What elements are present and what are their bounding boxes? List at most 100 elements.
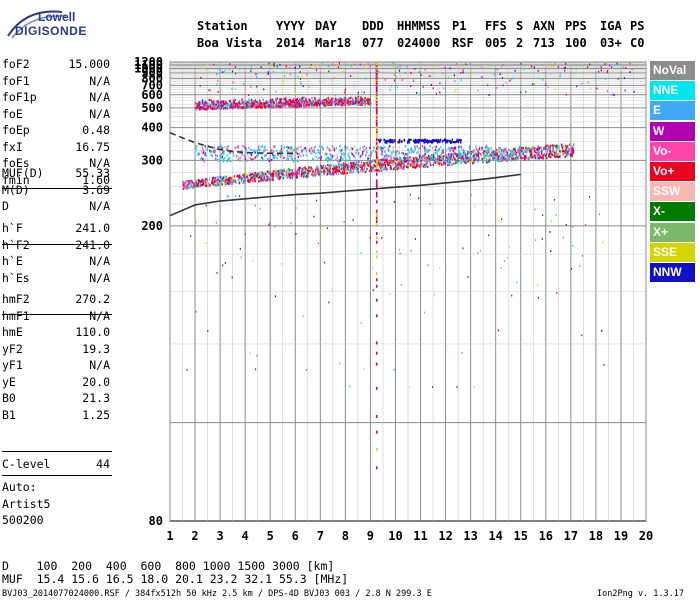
echo-point — [536, 154, 538, 157]
echo-point — [280, 145, 283, 148]
echo-point — [330, 158, 332, 162]
echo-point — [302, 166, 304, 170]
echo-point — [345, 170, 347, 173]
echo-point — [473, 158, 476, 161]
echo-point — [428, 157, 431, 161]
echo-point — [423, 151, 426, 154]
echo-point — [487, 150, 490, 154]
echo-point — [268, 157, 270, 160]
echo-point — [346, 146, 349, 149]
echo-point — [346, 100, 349, 103]
echo-point — [393, 368, 395, 371]
echo-point — [390, 161, 392, 164]
legend-item-ssw: SSW — [650, 182, 695, 202]
echo-point — [344, 169, 346, 172]
legend-item-vo-: Vo- — [650, 141, 695, 161]
echo-point — [260, 178, 263, 181]
echo-point — [449, 140, 452, 143]
echo-point — [307, 104, 310, 108]
echo-point — [325, 98, 328, 101]
echo-point — [200, 102, 202, 105]
echo-point — [262, 179, 265, 182]
param-key: hmE — [2, 325, 23, 339]
echo-point — [309, 170, 311, 173]
echo-point — [233, 102, 236, 105]
echo-point — [446, 139, 449, 142]
echo-point — [622, 66, 625, 69]
echo-point — [409, 193, 412, 196]
echo-point — [554, 62, 556, 65]
echo-point — [208, 98, 211, 102]
echo-point — [367, 97, 369, 101]
echo-point — [445, 155, 448, 159]
echo-point — [204, 179, 207, 182]
echo-point — [455, 159, 457, 162]
echo-point — [444, 141, 447, 144]
echo-point — [371, 266, 374, 269]
echo-point — [392, 139, 394, 142]
echo-point — [386, 158, 389, 161]
echo-point — [203, 100, 205, 104]
echo-point — [278, 172, 280, 175]
echo-point — [264, 102, 266, 105]
echo-point — [381, 162, 383, 165]
echo-point — [298, 153, 300, 156]
echo-point — [263, 88, 265, 91]
echo-point — [355, 163, 357, 166]
echo-point — [375, 168, 378, 172]
echo-point — [271, 173, 273, 176]
echo-point — [202, 151, 205, 155]
echo-point — [406, 165, 408, 168]
echo-point — [329, 100, 332, 103]
echo-point — [564, 149, 567, 152]
echo-point — [456, 154, 459, 157]
echo-point — [283, 156, 285, 159]
echo-point — [407, 157, 410, 160]
echo-point — [503, 155, 506, 158]
header-value-9: 100 — [565, 36, 587, 50]
echo-point — [381, 146, 383, 150]
echo-point — [294, 63, 296, 66]
echo-point — [369, 146, 371, 150]
echo-point — [275, 172, 278, 175]
echo-point — [554, 156, 556, 159]
echo-point — [302, 104, 305, 107]
echo-point — [316, 165, 319, 168]
echo-point — [314, 174, 317, 177]
echo-point — [252, 174, 255, 177]
echo-point — [186, 369, 188, 371]
echo-point — [369, 167, 372, 171]
echo-point — [581, 82, 583, 85]
echo-point — [298, 102, 301, 105]
x-tick-label: 5 — [267, 529, 274, 543]
echo-point — [444, 138, 446, 142]
echo-point — [463, 152, 465, 155]
echo-point — [424, 165, 427, 168]
echo-point — [446, 161, 448, 164]
echo-point — [481, 157, 483, 161]
echo-point — [303, 174, 306, 177]
echo-point — [265, 179, 267, 182]
echo-point — [452, 149, 454, 152]
echo-point — [275, 149, 278, 152]
echo-point — [296, 152, 299, 155]
echo-point — [442, 163, 444, 166]
echo-point — [358, 160, 360, 164]
param-foes: foEs N/A — [2, 156, 110, 170]
echo-point — [276, 65, 278, 68]
echo-point — [420, 162, 423, 166]
echo-point — [500, 156, 502, 159]
echo-point — [353, 99, 355, 102]
echo-point — [437, 162, 439, 165]
echo-point — [199, 105, 201, 108]
echo-point — [416, 151, 418, 155]
echo-point — [384, 158, 386, 161]
echo-point — [433, 161, 436, 164]
echo-point — [375, 232, 378, 236]
echo-point — [316, 101, 318, 105]
echo-point — [504, 147, 507, 150]
echo-point — [255, 76, 258, 78]
echo-point — [313, 104, 315, 107]
echo-point — [322, 81, 324, 84]
echo-point — [283, 169, 285, 172]
